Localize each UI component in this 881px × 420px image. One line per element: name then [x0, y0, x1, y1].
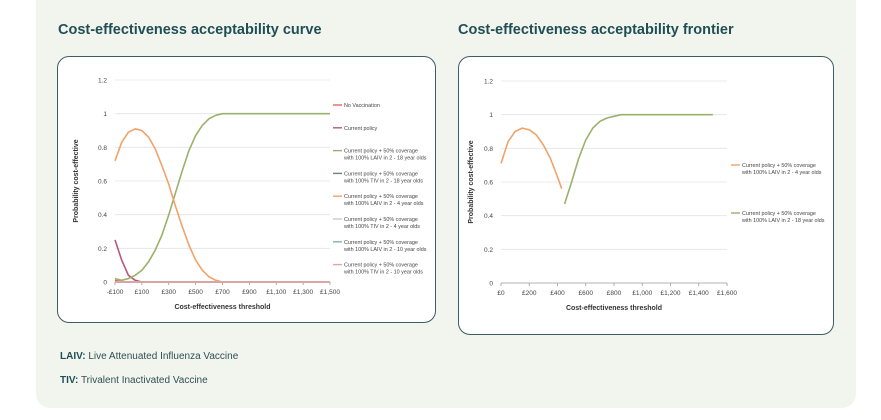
x-tick-label: £900 — [242, 289, 257, 296]
series-line-1 — [500, 127, 563, 189]
curve-chart-panel: 0 0.2 0.4 0.6 0.8 1 1.2 -£100 £100 £300 £500 £700 £9… — [57, 56, 436, 323]
x-tick-label: £100 — [135, 289, 150, 296]
legend-label-8: Current policy + 50% coverage with 100% T… — [343, 263, 423, 276]
x-tick-label: £300 — [162, 289, 177, 296]
y-axis-label: Probability cost-effective — [73, 139, 80, 222]
legend-label-5: Current policy + 50% coverage with 100% L… — [343, 194, 424, 207]
y-tick-label: 0 — [103, 280, 107, 287]
x-tick-label: £800 — [607, 290, 622, 297]
y-tick-label: 0.2 — [484, 247, 493, 254]
x-tick-label: £1,300 — [293, 289, 313, 296]
x-tick-label: £1,000 — [632, 290, 652, 297]
glossary-laiv-text: Live Attenuated Influenza Vaccine — [85, 351, 239, 362]
x-tick-label: £200 — [522, 290, 537, 297]
x-tick-label: £700 — [215, 289, 230, 296]
x-tick-label: -£100 — [107, 289, 124, 296]
legend-label-2: Current policy — [344, 126, 378, 132]
x-tick-label: £1,400 — [689, 290, 709, 297]
series-line-2 — [563, 113, 713, 205]
chart-title-curve: Cost-effectiveness acceptability curve — [58, 22, 322, 38]
y-tick-label: 0.8 — [98, 145, 107, 152]
frontier-chart: 0 0.2 0.4 0.6 0.8 1 1.2 £0 £200 £400 £600 £800 £1,00… — [468, 79, 825, 313]
y-tick-label: 1 — [489, 112, 493, 119]
x-tick-label: £500 — [188, 289, 203, 296]
x-tick-label: £400 — [550, 290, 565, 297]
x-axis-label: Cost-effectiveness threshold — [566, 305, 662, 312]
y-tick-label: 0.8 — [484, 146, 493, 153]
curve-chart: 0 0.2 0.4 0.6 0.8 1 1.2 -£100 £100 £300 £500 £700 £9… — [73, 78, 427, 312]
series-line-5 — [114, 128, 330, 283]
legend-label-1: Current policy + 50% coverage with 100% L… — [741, 163, 822, 176]
glossary-tiv: TIV: Trivalent Inactivated Vaccine — [60, 375, 208, 386]
y-tick-label: 1 — [103, 111, 107, 118]
legend-label-7: Current policy + 50% coverage with 100% L… — [343, 240, 427, 253]
y-tick-label: 0 — [489, 281, 493, 288]
x-tick-label: £1,600 — [717, 290, 737, 297]
x-tick-label: £0 — [497, 290, 505, 297]
y-axis-label: Probability cost-effective — [468, 140, 475, 223]
glossary-laiv-abbr: LAIV: — [60, 351, 86, 362]
glossary-tiv-text: Trivalent Inactivated Vaccine — [78, 375, 208, 386]
y-tick-label: 0.4 — [98, 212, 107, 219]
legend-label-1: No Vaccination — [344, 103, 380, 109]
glossary-tiv-abbr: TIV: — [60, 375, 79, 386]
y-tick-label: 1.2 — [98, 78, 107, 85]
legend-label-6: Current policy + 50% coverage with 100% T… — [343, 217, 420, 230]
y-tick-label: 0.4 — [484, 213, 493, 220]
legend-label-4: Current policy + 50% coverage with 100% T… — [343, 171, 423, 184]
x-axis-label: Cost-effectiveness threshold — [174, 304, 270, 311]
frontier-chart-panel: 0 0.2 0.4 0.6 0.8 1 1.2 £0 £200 £400 £600 £800 £1,00… — [458, 56, 834, 335]
x-tick-label: £600 — [579, 290, 594, 297]
glossary-laiv: LAIV: Live Attenuated Influenza Vaccine — [60, 351, 238, 362]
x-tick-label: £1,200 — [661, 290, 681, 297]
series-line-2 — [114, 239, 330, 283]
y-tick-label: 0.2 — [98, 246, 107, 253]
y-tick-label: 1.2 — [484, 79, 493, 86]
x-tick-label: £1,100 — [266, 289, 286, 296]
y-tick-label: 0.6 — [98, 179, 107, 186]
chart-title-frontier: Cost-effectiveness acceptability frontie… — [458, 22, 734, 38]
legend-label-2: Current policy + 50% coverage with 100% L… — [741, 211, 825, 224]
x-tick-label: £1,500 — [320, 289, 340, 296]
y-tick-label: 0.6 — [484, 180, 493, 187]
series-line-3 — [114, 112, 330, 282]
legend-label-3: Current policy + 50% coverage with 100% L… — [343, 149, 427, 162]
